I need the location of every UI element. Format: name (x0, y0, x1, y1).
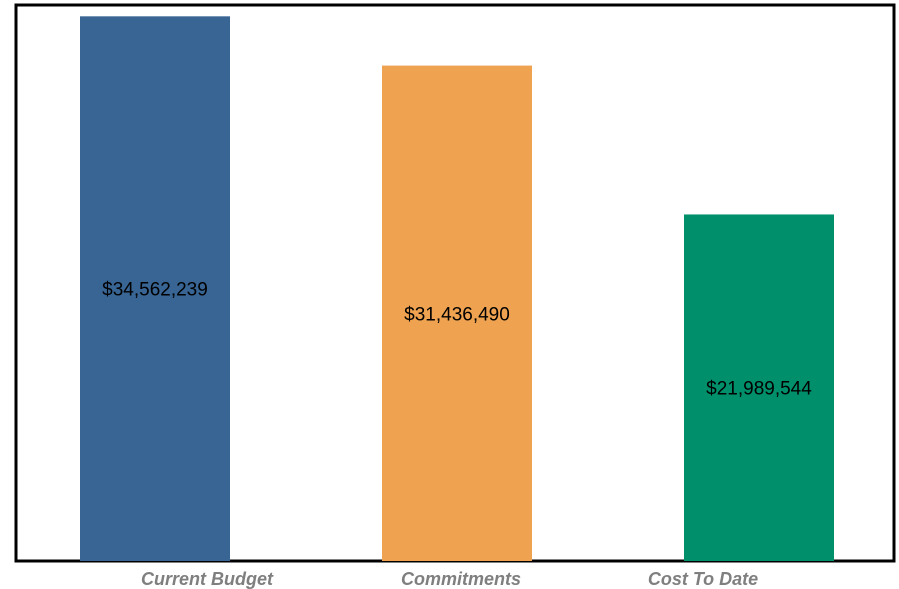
value-label-commitments: $31,436,490 (404, 304, 510, 325)
value-label-current-budget: $34,562,239 (102, 280, 208, 301)
category-label-cost-to-date: Cost To Date (648, 569, 758, 589)
value-labels-group: $34,562,239 $31,436,490 $21,989,544 (102, 280, 812, 400)
bar-commitments (382, 65, 532, 562)
category-label-current-budget: Current Budget (141, 569, 274, 589)
bar-cost-to-date (684, 214, 834, 562)
bar-current-budget (80, 16, 230, 562)
category-labels-group: Current Budget Commitments Cost To Date (141, 569, 758, 589)
category-label-commitments: Commitments (401, 569, 521, 589)
value-label-cost-to-date: $21,989,544 (706, 379, 812, 400)
bars-group (80, 16, 834, 562)
